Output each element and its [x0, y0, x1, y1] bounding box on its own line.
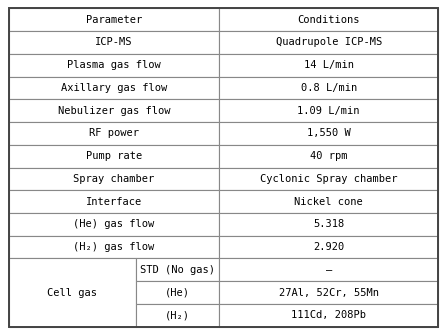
Text: 14 L/min: 14 L/min [304, 60, 354, 70]
Bar [219, 281, 438, 304]
Bar [135, 304, 219, 327]
Text: 27Al, 52Cr, 55Mn: 27Al, 52Cr, 55Mn [278, 287, 379, 297]
Bar [9, 122, 219, 145]
Bar [9, 31, 219, 54]
Bar [219, 77, 438, 99]
Text: Plasma gas flow: Plasma gas flow [67, 60, 161, 70]
Text: 2.920: 2.920 [313, 242, 344, 252]
Text: RF power: RF power [89, 128, 139, 138]
Text: STD (No gas): STD (No gas) [140, 265, 215, 275]
Text: (H₂): (H₂) [165, 310, 190, 320]
Bar [219, 122, 438, 145]
Bar [9, 54, 219, 77]
Bar [219, 145, 438, 168]
Text: Nebulizer gas flow: Nebulizer gas flow [58, 106, 170, 116]
Bar [9, 145, 219, 168]
Bar [9, 99, 219, 122]
Text: (He): (He) [165, 287, 190, 297]
Bar [219, 168, 438, 190]
Bar [9, 168, 219, 190]
Bar [135, 281, 219, 304]
Text: ICP-MS: ICP-MS [95, 38, 133, 48]
Bar [219, 236, 438, 258]
Text: 111Cd, 208Pb: 111Cd, 208Pb [291, 310, 366, 320]
Text: Interface: Interface [86, 197, 142, 207]
Text: Nickel cone: Nickel cone [294, 197, 363, 207]
Text: 5.318: 5.318 [313, 219, 344, 229]
Bar [219, 54, 438, 77]
Text: –: – [325, 265, 332, 275]
Text: Parameter: Parameter [86, 15, 142, 25]
Bar [219, 99, 438, 122]
Bar [135, 258, 219, 281]
Text: Cell gas: Cell gas [47, 287, 97, 297]
Bar [219, 213, 438, 236]
Text: 0.8 L/min: 0.8 L/min [300, 83, 357, 93]
Bar [219, 258, 438, 281]
Text: 40 rpm: 40 rpm [310, 151, 347, 161]
Text: Cyclonic Spray chamber: Cyclonic Spray chamber [260, 174, 397, 184]
Bar [9, 236, 219, 258]
Bar [9, 77, 219, 99]
Bar [219, 8, 438, 31]
Text: Conditions: Conditions [297, 15, 360, 25]
Bar [9, 258, 135, 327]
Bar [9, 8, 219, 31]
Bar [219, 304, 438, 327]
Text: Axillary gas flow: Axillary gas flow [61, 83, 167, 93]
Text: Spray chamber: Spray chamber [73, 174, 155, 184]
Text: 1.09 L/min: 1.09 L/min [297, 106, 360, 116]
Text: (H₂) gas flow: (H₂) gas flow [73, 242, 155, 252]
Text: (He) gas flow: (He) gas flow [73, 219, 155, 229]
Bar [219, 190, 438, 213]
Bar [9, 213, 219, 236]
Bar [9, 190, 219, 213]
Text: 1,550 W: 1,550 W [307, 128, 350, 138]
Text: Pump rate: Pump rate [86, 151, 142, 161]
Bar [219, 31, 438, 54]
Text: Quadrupole ICP-MS: Quadrupole ICP-MS [275, 38, 382, 48]
